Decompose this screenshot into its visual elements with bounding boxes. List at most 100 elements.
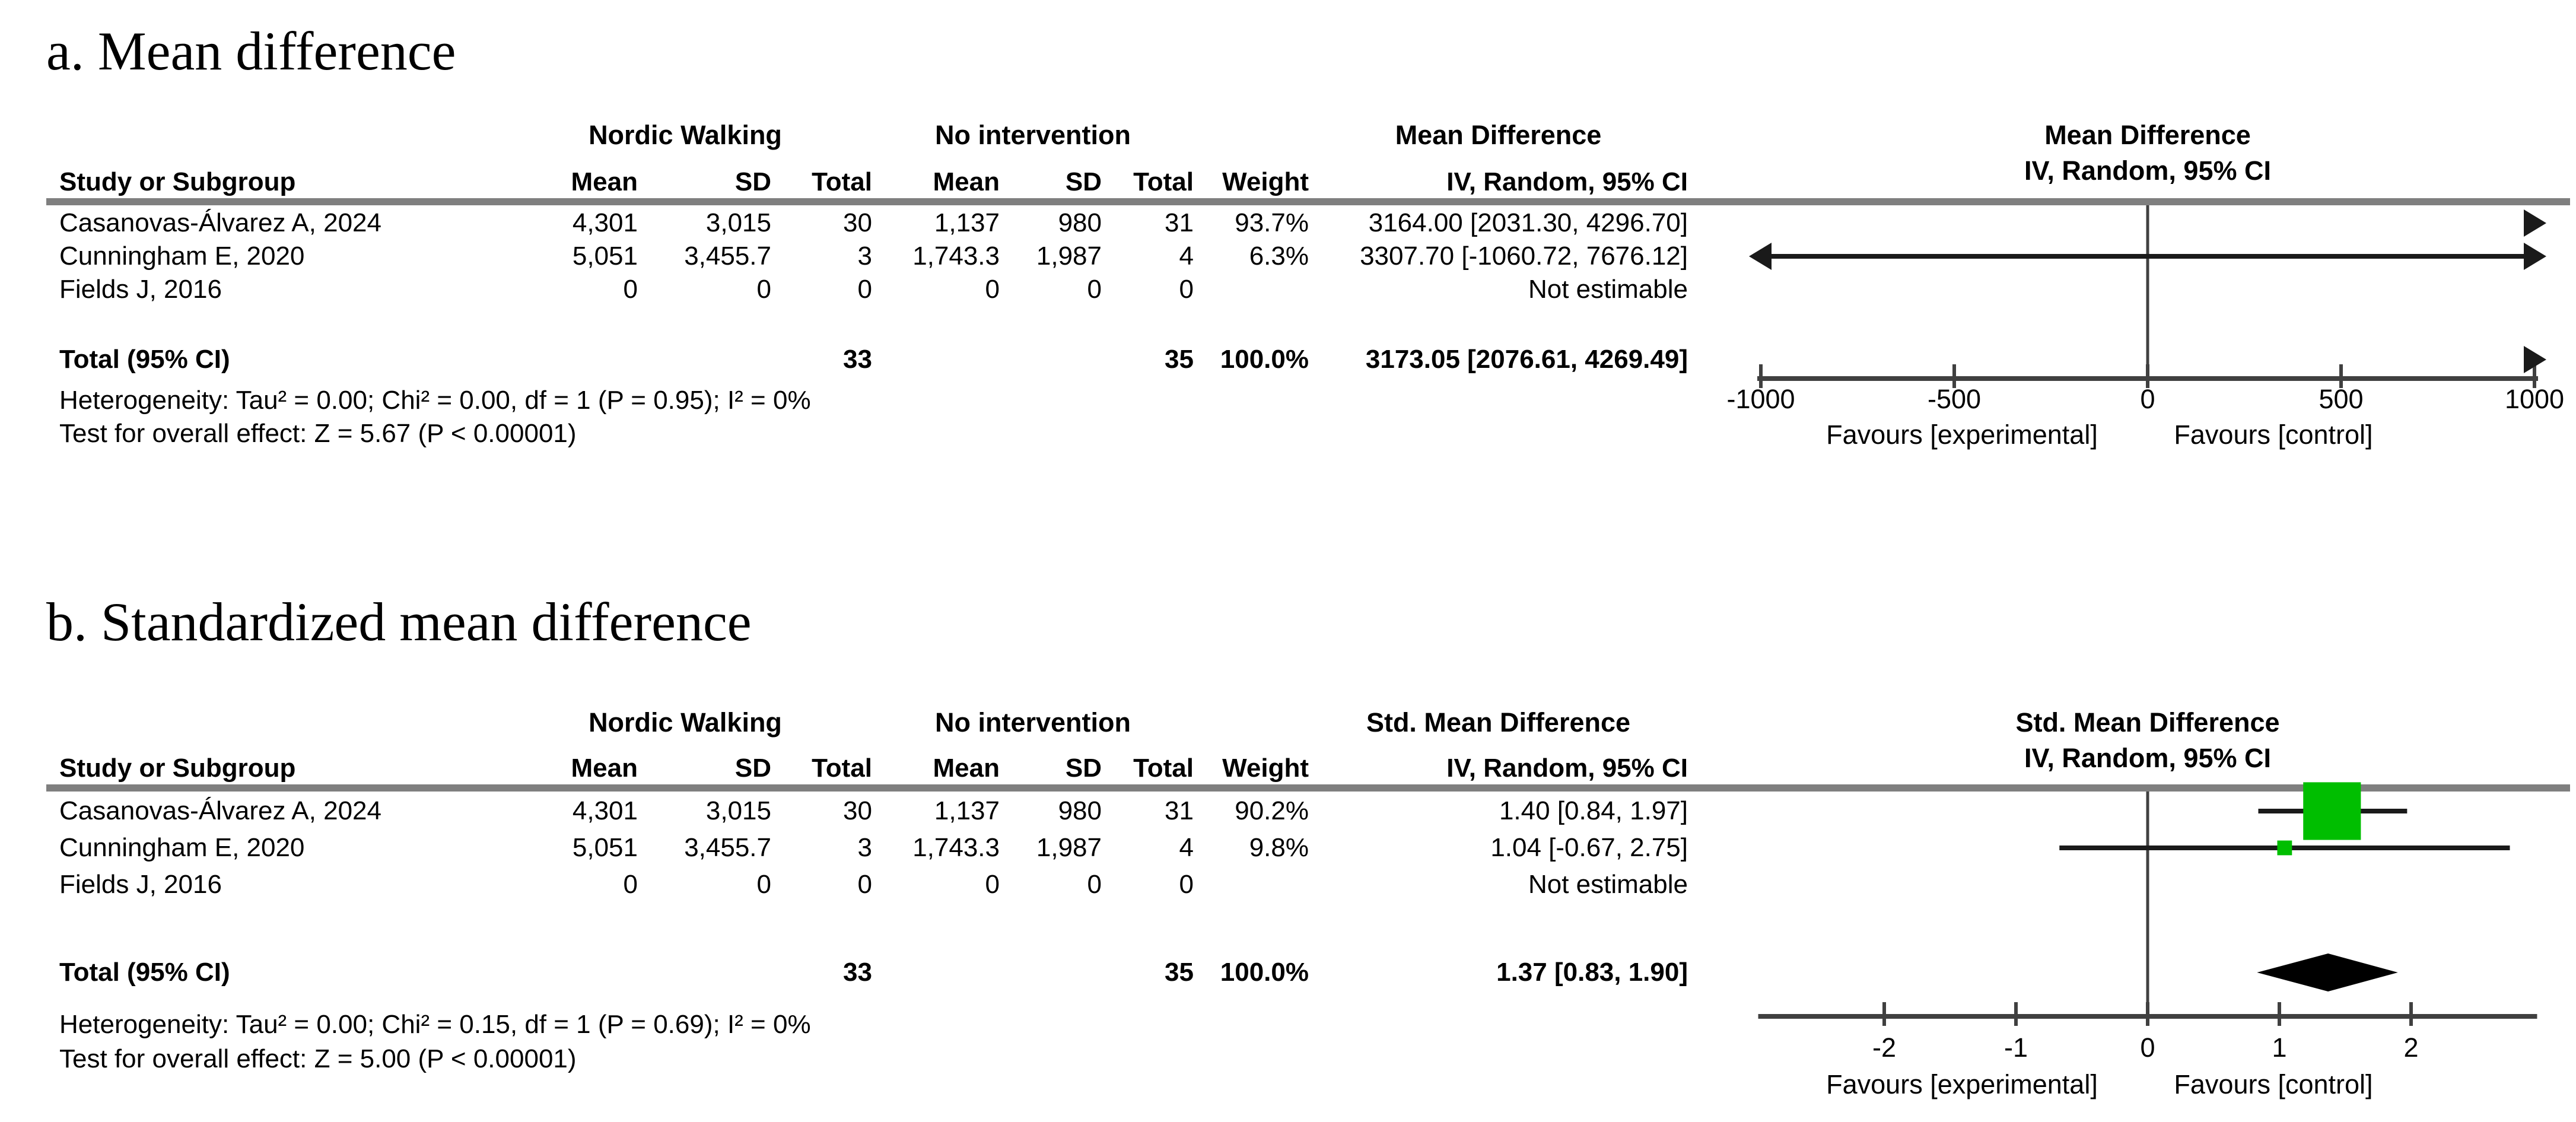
panel-b-title: b. Standardized mean difference xyxy=(46,592,752,652)
favours-right-label: Favours [control] xyxy=(2174,419,2373,450)
panel-b-table-body: Casanovas-Álvarez A, 2024 4,301 3,015 30… xyxy=(59,793,1688,991)
panel-a-table-body: Casanovas-Álvarez A, 2024 4,301 3,015 3 0… xyxy=(59,206,1688,376)
axis-tick-label: 1000 xyxy=(2505,384,2564,414)
axis-tick-label: 0 xyxy=(2140,1032,2155,1063)
heterogeneity-text: Heterogeneity: Tau² = 0.00; Chi² = 0.15,… xyxy=(59,1010,811,1039)
sd-ctrl: 0 xyxy=(1087,870,1102,899)
total-exp: 33 xyxy=(843,958,872,987)
col-study: Study or Subgroup xyxy=(59,754,296,783)
favours-left-label: Favours [experimental] xyxy=(1826,419,2098,450)
plot-effect-header: Mean Difference xyxy=(2044,120,2251,150)
axis-tick-label: 0 xyxy=(2140,384,2155,414)
plot-method-header: IV, Random, 95% CI xyxy=(2024,743,2271,773)
col-sd-exp: SD xyxy=(734,754,771,783)
ci-text: 1.04 [-0.67, 2.75] xyxy=(1490,833,1688,862)
overall-effect-text: Test for overall effect: Z = 5.67 (P < 0… xyxy=(59,419,577,448)
mean-exp: 5,051 xyxy=(572,833,638,862)
col-study: Study or Subgroup xyxy=(59,167,296,196)
col-weight: Weight xyxy=(1222,167,1309,196)
total-ctrl: 35 xyxy=(1165,345,1194,374)
axis-tick-label: 500 xyxy=(2319,384,2363,414)
overall-effect-text: Test for overall effect: Z = 5.00 (P < 0… xyxy=(59,1044,577,1073)
weight: 6.3% xyxy=(1249,241,1309,271)
mean-exp: 4,301 xyxy=(572,208,638,237)
ci-text: 3307.70 [-1060.72, 7676.12] xyxy=(1360,241,1688,271)
mean-ctrl: 1,743.3 xyxy=(912,833,1000,862)
table-row: Cunningham E, 2020 5,051 3,455.7 3 1,743… xyxy=(59,829,1688,866)
mean-ctrl: 1,137 xyxy=(934,208,1000,237)
ci-text: Not estimable xyxy=(1528,870,1688,899)
col-total-exp: Total xyxy=(812,754,872,783)
sd-exp: 0 xyxy=(756,870,771,899)
study-name: Casanovas-Álvarez A, 2024 xyxy=(59,208,381,237)
sd-exp: 3,015 xyxy=(705,796,771,825)
axis-tick-label: 2 xyxy=(2403,1032,2418,1063)
total-ci-text: 3173.05 [2076.61, 4269.49] xyxy=(1365,345,1688,374)
col-weight: Weight xyxy=(1222,754,1309,783)
sd-exp: 0 xyxy=(756,275,771,304)
group-header-control: No intervention xyxy=(934,120,1131,150)
total-ctrl: 31 xyxy=(1165,796,1194,825)
axis-tick-label: -500 xyxy=(1928,384,1981,414)
table-row: Fields J, 2016 0 0 0 0 0 0 Not estimable xyxy=(59,273,1688,306)
group-header-experimental: Nordic Walking xyxy=(589,707,782,738)
total-exp: 0 xyxy=(857,275,872,304)
study-name: Cunningham E, 2020 xyxy=(59,241,305,271)
col-total-exp: Total xyxy=(812,167,872,196)
mean-ctrl: 1,137 xyxy=(934,796,1000,825)
group-header-experimental: Nordic Walking xyxy=(589,120,782,150)
spacer-row xyxy=(59,903,1688,954)
col-method: IV, Random, 95% CI xyxy=(1446,167,1688,196)
total-label: Total (95% CI) xyxy=(59,958,230,987)
header-rule xyxy=(46,784,2570,792)
sd-exp: 3,455.7 xyxy=(684,241,771,271)
total-exp: 3 xyxy=(857,833,872,862)
header-rule xyxy=(46,198,2570,205)
ci-arrow-right xyxy=(2524,243,2546,270)
sd-exp: 3,015 xyxy=(705,208,771,237)
total-exp: 3 xyxy=(857,241,872,271)
total-ctrl: 4 xyxy=(1179,241,1194,271)
study-name: Fields J, 2016 xyxy=(59,870,222,899)
mean-exp: 4,301 xyxy=(572,796,638,825)
mean-exp: 0 xyxy=(623,870,638,899)
total-ctrl: 35 xyxy=(1165,958,1194,987)
weight: 9.8% xyxy=(1249,833,1309,862)
ci-text: Not estimable xyxy=(1528,275,1688,304)
sd-exp: 3,455.7 xyxy=(684,833,771,862)
favours-left-label: Favours [experimental] xyxy=(1826,1069,2098,1099)
axis-tick-label: -2 xyxy=(1872,1032,1896,1063)
effect-column-header: Mean Difference xyxy=(1395,120,1602,150)
mean-exp: 0 xyxy=(623,275,638,304)
col-mean-exp: Mean xyxy=(571,167,638,196)
col-sd-ctrl: SD xyxy=(1065,754,1102,783)
table-header-row: Study or Subgroup Mean SD Total Mean SD … xyxy=(59,748,1688,783)
mean-ctrl: 1,743.3 xyxy=(912,241,1000,271)
effect-square xyxy=(2277,840,2292,856)
table-row: Fields J, 2016 0 0 0 0 0 0 Not estimable xyxy=(59,866,1688,903)
table-row: Casanovas-Álvarez A, 2024 4,301 3,015 30… xyxy=(59,793,1688,829)
col-total-ctrl: Total xyxy=(1133,754,1194,783)
col-total-ctrl: Total xyxy=(1133,167,1194,196)
total-weight: 100.0% xyxy=(1220,958,1309,987)
ci-text: 1.40 [0.84, 1.97] xyxy=(1499,796,1688,825)
total-ctrl: 31 xyxy=(1165,208,1194,237)
total-weight: 100.0% xyxy=(1220,345,1309,374)
table-row: Cunningham E, 2020 5,051 3,455.7 3 1,743… xyxy=(59,240,1688,273)
total-exp: 30 xyxy=(843,796,872,825)
col-sd-ctrl: SD xyxy=(1065,167,1102,196)
col-mean-ctrl: Mean xyxy=(933,754,1000,783)
sd-ctrl: 0 xyxy=(1087,275,1102,304)
table-row: Casanovas-Álvarez A, 2024 4,301 3,015 30… xyxy=(59,206,1688,240)
sd-ctrl: 1,987 xyxy=(1036,241,1102,271)
plot-effect-header: Std. Mean Difference xyxy=(2015,707,2280,738)
total-row: Total (95% CI) 33 35 100.0% 3173.05 [207… xyxy=(59,343,1688,376)
sd-ctrl: 980 xyxy=(1058,796,1102,825)
ci-offscale-arrow xyxy=(2524,209,2546,237)
plot-method-header: IV, Random, 95% CI xyxy=(2024,155,2271,186)
total-ci-text: 1.37 [0.83, 1.90] xyxy=(1496,958,1688,987)
total-ctrl: 0 xyxy=(1179,870,1194,899)
effect-column-header: Std. Mean Difference xyxy=(1366,707,1631,738)
total-exp: 0 xyxy=(857,870,872,899)
